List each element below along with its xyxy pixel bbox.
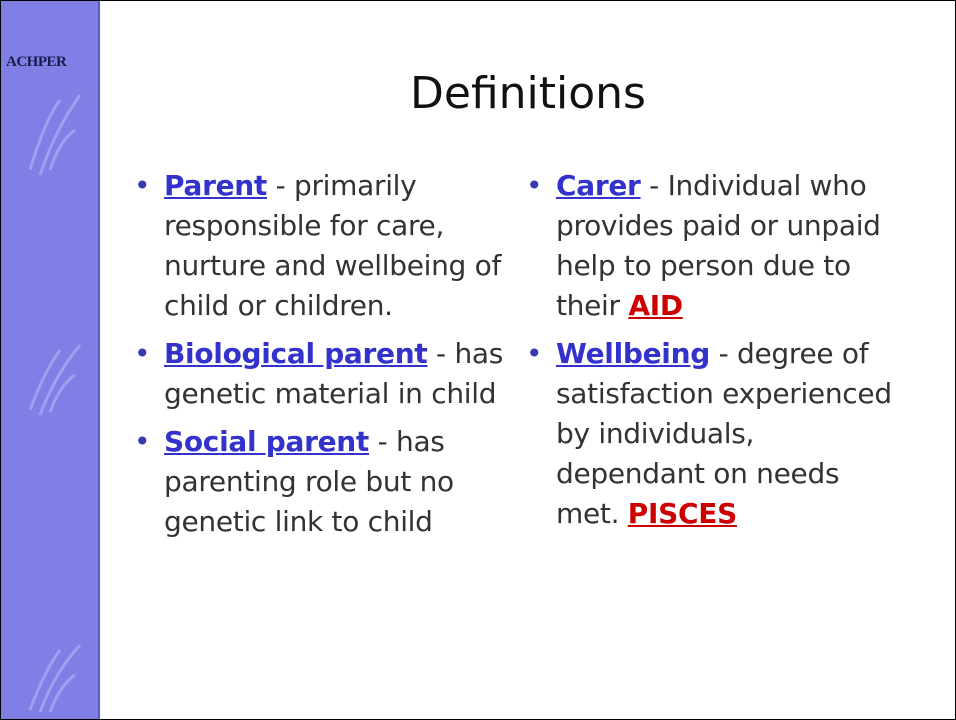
term[interactable]: Carer [556,169,641,202]
definition-column: Carer - Individual who provides paid or … [524,166,904,542]
definition-item: Parent - primarily responsible for care,… [132,166,510,326]
slide: ACHPER Definitions Parent - primarily re… [0,0,956,720]
term[interactable]: Social parent [164,425,369,458]
definition-column: Parent - primarily responsible for care,… [132,166,510,550]
definition-item: Wellbeing - degree of satisfaction exper… [524,334,904,534]
link[interactable]: PISCES [628,497,737,530]
definition-item: Biological parent - has genetic material… [132,334,510,414]
definition-item: Social parent - has parenting role but n… [132,422,510,542]
slide-title: Definitions [100,68,956,119]
sidebar-decoration [0,0,100,720]
link[interactable]: AID [628,289,682,322]
definition-item: Carer - Individual who provides paid or … [524,166,904,326]
term[interactable]: Biological parent [164,337,427,370]
sidebar: ACHPER [0,0,100,720]
term[interactable]: Parent [164,169,267,202]
term[interactable]: Wellbeing [556,337,710,370]
